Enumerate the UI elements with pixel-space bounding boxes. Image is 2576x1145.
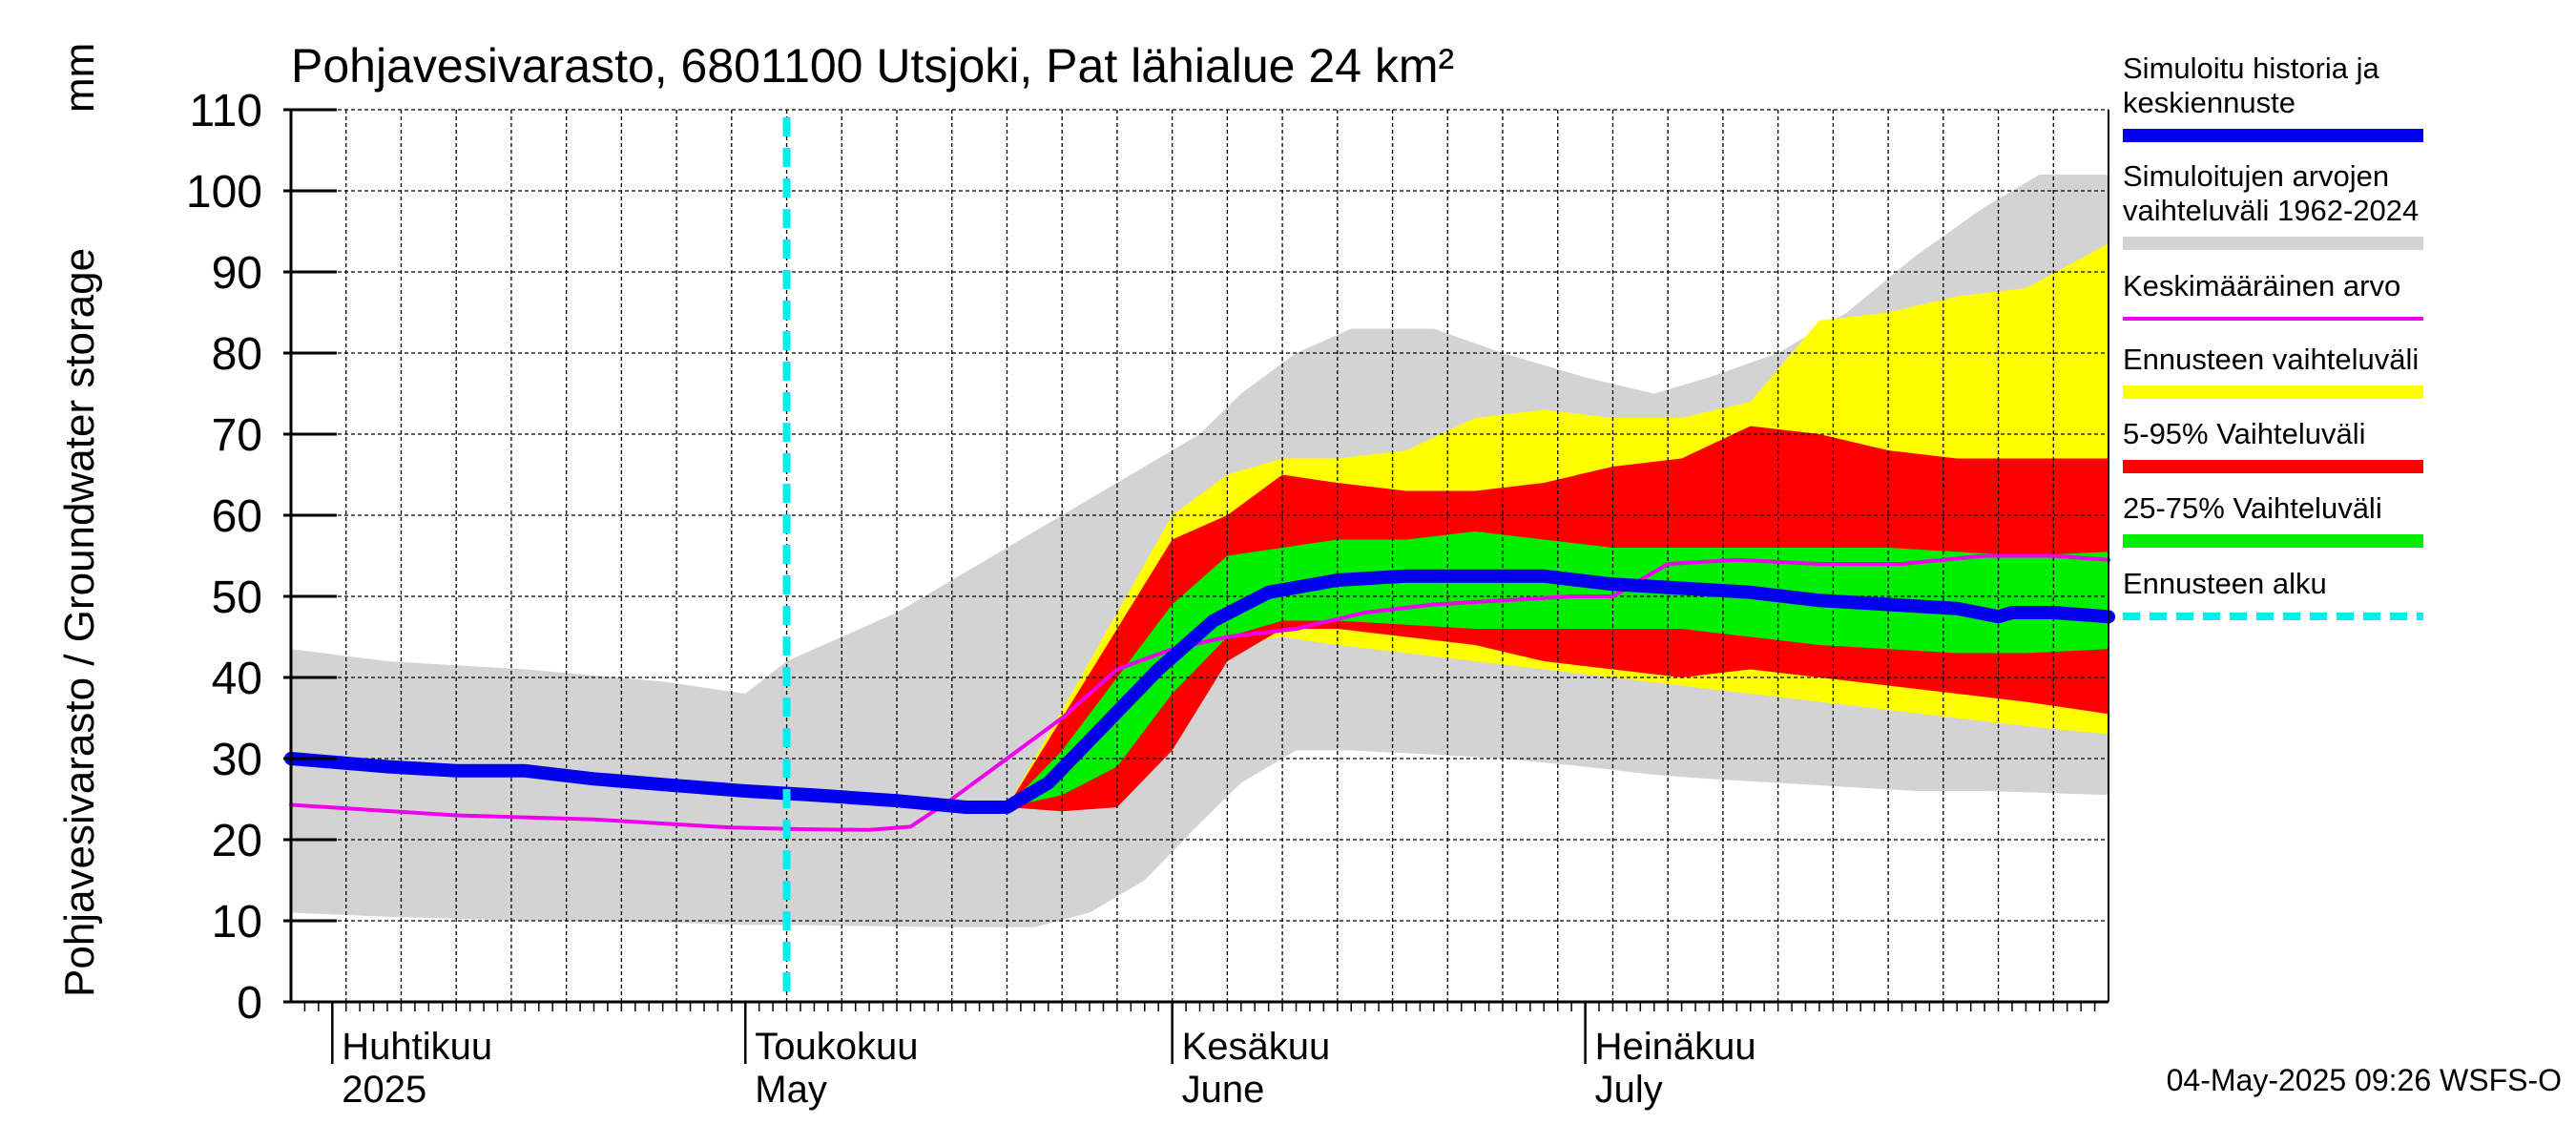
legend-label-line: keskiennuste	[2123, 86, 2296, 119]
y-tick-label: 80	[212, 329, 262, 380]
chart-title: Pohjavesivarasto, 6801100 Utsjoki, Pat l…	[291, 39, 1454, 93]
y-tick-label: 20	[212, 816, 262, 866]
x-month-label: Huhtikuu	[342, 1026, 492, 1068]
x-month-sublabel: July	[1595, 1069, 1663, 1111]
legend-label-line: Simuloitujen arvojen	[2123, 159, 2389, 193]
y-tick-label: 90	[212, 248, 262, 299]
y-tick-label: 100	[186, 167, 262, 218]
y-axis-label: Pohjavesivarasto / Groundwater storage	[56, 248, 103, 997]
y-tick-label: 30	[212, 735, 262, 785]
y-tick-label: 40	[212, 654, 262, 704]
series-lines	[284, 553, 2115, 832]
range-bands	[291, 175, 2109, 927]
footer-timestamp: 04-May-2025 09:26 WSFS-O	[2167, 1063, 2562, 1097]
legend-label: 25-75% Vaihteluväli	[2123, 491, 2382, 525]
y-tick-label: 0	[237, 978, 262, 1029]
legend: Simuloitu historia ja keskiennusteSimuloi…	[2123, 52, 2423, 620]
x-month-sublabel: May	[755, 1069, 827, 1111]
y-tick-label: 70	[212, 410, 262, 461]
legend-label: Ennusteen vaihteluväli	[2123, 343, 2419, 376]
series-line-average	[289, 553, 2110, 832]
legend-label: 5-95% Vaihteluväli	[2123, 417, 2365, 450]
legend-label: Ennusteen alku	[2123, 567, 2327, 600]
y-tick-label: 60	[212, 491, 262, 542]
x-month-label: Kesäkuu	[1182, 1026, 1331, 1068]
x-month-label: Toukokuu	[755, 1026, 918, 1068]
x-month-label: Heinäkuu	[1595, 1026, 1756, 1068]
grid-lines	[291, 109, 2109, 1002]
y-tick-label: 10	[212, 897, 262, 947]
y-tick-label: 110	[189, 86, 262, 136]
series-line-mean-forecast	[284, 569, 2115, 814]
y-tick-label: 50	[212, 572, 262, 623]
axes	[283, 108, 2109, 1064]
legend-label: Simuloitu historia ja keskiennuste	[2123, 52, 2380, 119]
legend-label: Keskimääräinen arvo	[2123, 269, 2400, 302]
y-axis-unit: mm	[56, 43, 103, 113]
legend-label-line: vaihteluväli 1962-2024	[2123, 194, 2419, 227]
x-month-sublabel: 2025	[342, 1069, 426, 1111]
legend-label-line: Simuloitu historia ja	[2123, 52, 2380, 85]
x-month-sublabel: June	[1182, 1069, 1265, 1111]
legend-label: Simuloitujen arvojen vaihteluväli 1962-20…	[2123, 159, 2419, 227]
